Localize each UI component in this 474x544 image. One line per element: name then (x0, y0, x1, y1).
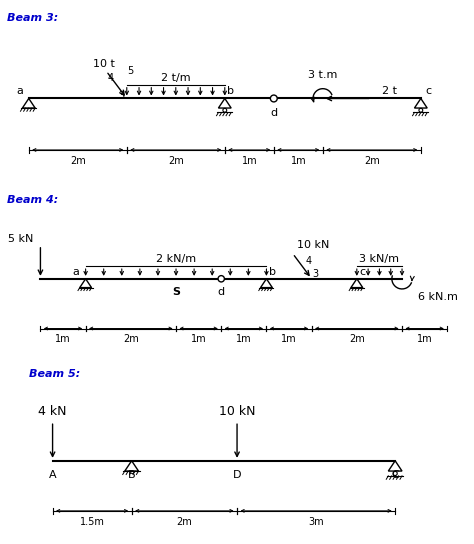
Text: 6 kN.m: 6 kN.m (418, 292, 458, 302)
Text: C: C (392, 470, 399, 480)
Text: 2m: 2m (176, 517, 192, 527)
Text: Beam 4:: Beam 4: (7, 195, 58, 205)
Text: 4: 4 (305, 256, 311, 265)
Text: 3m: 3m (308, 517, 324, 527)
Text: b: b (269, 267, 276, 276)
Text: B: B (128, 470, 136, 480)
Text: 4: 4 (108, 73, 114, 83)
Circle shape (270, 95, 277, 102)
Text: 3 kN/m: 3 kN/m (359, 254, 400, 264)
Text: 1m: 1m (236, 334, 252, 344)
Text: 2m: 2m (168, 156, 183, 166)
Text: c: c (426, 86, 432, 96)
Text: d: d (270, 108, 277, 118)
Text: c: c (359, 267, 365, 276)
Text: A: A (49, 470, 56, 480)
Text: a: a (17, 86, 23, 96)
Text: 2 kN/m: 2 kN/m (156, 254, 196, 264)
Text: 2 t: 2 t (382, 86, 397, 96)
Text: 5 kN: 5 kN (8, 233, 34, 244)
Text: 2m: 2m (123, 334, 139, 344)
Text: 1m: 1m (55, 334, 71, 344)
Text: 1m: 1m (291, 156, 306, 166)
Text: 3: 3 (118, 91, 124, 101)
Text: 1.5m: 1.5m (80, 517, 105, 527)
Text: 3: 3 (312, 269, 318, 279)
Text: 3 t.m: 3 t.m (308, 70, 337, 80)
Text: 2 t/m: 2 t/m (161, 73, 191, 83)
Text: 1m: 1m (281, 334, 297, 344)
Circle shape (218, 276, 224, 282)
Text: b: b (227, 86, 234, 96)
Text: D: D (233, 470, 241, 480)
Text: 10 kN: 10 kN (219, 405, 255, 418)
Text: S: S (172, 287, 180, 297)
Text: 1m: 1m (417, 334, 432, 344)
Text: Beam 3:: Beam 3: (7, 13, 58, 23)
Text: 4 kN: 4 kN (38, 405, 67, 418)
Text: 5: 5 (127, 66, 133, 76)
Text: 1m: 1m (241, 156, 257, 166)
Text: 2m: 2m (70, 156, 86, 166)
Text: a: a (72, 267, 79, 276)
Text: 2m: 2m (349, 334, 365, 344)
Text: Beam 5:: Beam 5: (29, 368, 80, 379)
Text: 2m: 2m (364, 156, 380, 166)
Text: 10 t: 10 t (93, 59, 115, 69)
Text: 1m: 1m (191, 334, 207, 344)
Text: d: d (218, 287, 225, 297)
Text: 10 kN: 10 kN (297, 240, 329, 250)
